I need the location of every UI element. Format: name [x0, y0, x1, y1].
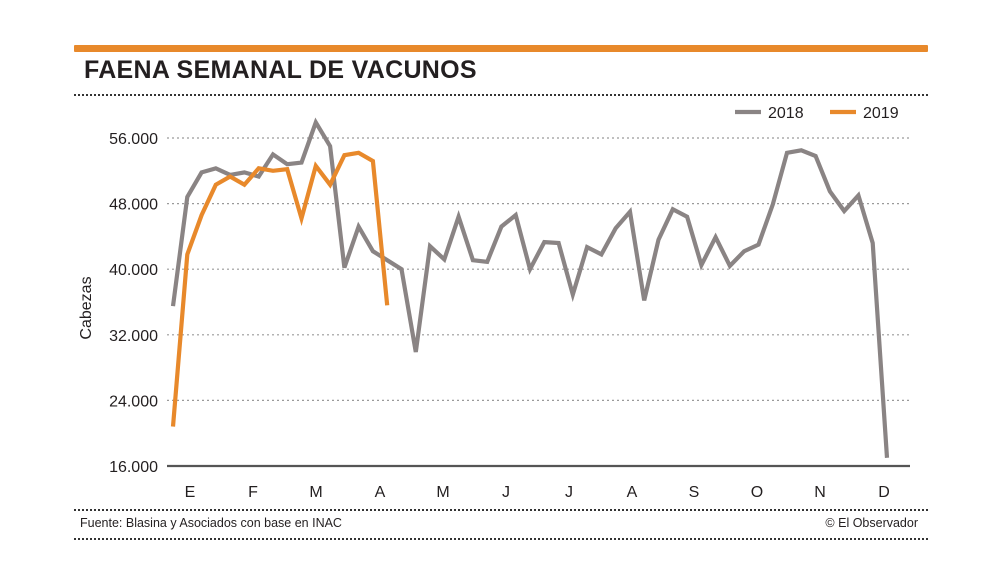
- legend-label-2018: 2018: [768, 105, 804, 122]
- x-tick-label: E: [185, 484, 196, 501]
- y-tick-label: 56.000: [109, 131, 158, 148]
- x-tick-label: M: [309, 484, 322, 501]
- top-accent-rule: [74, 45, 928, 52]
- x-tick-label: S: [689, 484, 700, 501]
- x-tick-label: M: [436, 484, 449, 501]
- chart-title: FAENA SEMANAL DE VACUNOS: [84, 56, 477, 84]
- y-tick-label: 16.000: [109, 459, 158, 476]
- x-tick-label: J: [502, 484, 510, 501]
- credit-note: © El Observador: [825, 516, 918, 530]
- footer-divider-top: [74, 509, 928, 511]
- y-axis-label: Cabezas: [78, 276, 95, 339]
- y-tick-label: 40.000: [109, 262, 158, 279]
- x-tick-label: J: [565, 484, 573, 501]
- y-tick-label: 24.000: [109, 393, 158, 410]
- footer-divider-bottom: [74, 538, 928, 540]
- x-tick-label: D: [878, 484, 890, 501]
- y-tick-label: 48.000: [109, 197, 158, 214]
- source-note: Fuente: Blasina y Asociados con base en …: [80, 516, 342, 530]
- header-divider: [74, 94, 928, 96]
- series-line-2019: [170, 150, 390, 427]
- x-tick-label: N: [814, 484, 826, 501]
- x-tick-label: A: [375, 484, 386, 501]
- legend-label-2019: 2019: [863, 105, 899, 122]
- x-tick-label: F: [248, 484, 258, 501]
- x-tick-label: A: [627, 484, 638, 501]
- x-tick-label: O: [751, 484, 763, 501]
- y-tick-label: 32.000: [109, 328, 158, 345]
- series-line-2018: [170, 117, 890, 458]
